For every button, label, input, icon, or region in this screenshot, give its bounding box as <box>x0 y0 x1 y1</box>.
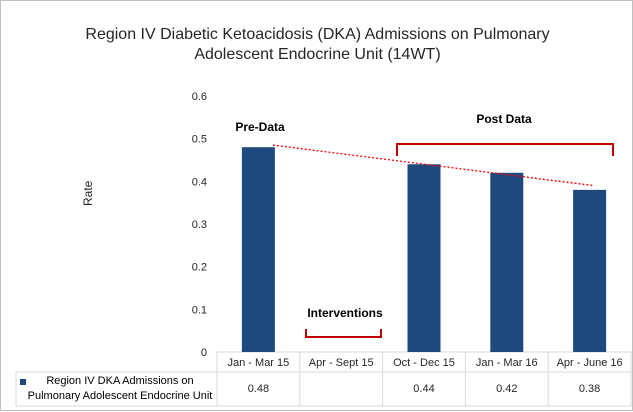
chart-title: Region IV Diabetic Ketoacidosis (DKA) Ad… <box>1 25 633 65</box>
y-tick-label: 0.4 <box>192 176 207 188</box>
chart-title-line2: Adolescent Endocrine Unit (14WT) <box>194 46 441 63</box>
interventions-bracket <box>305 329 382 338</box>
x-tick-label: Jan - Mar 15 <box>228 357 290 369</box>
x-tick-label: Apr - June 16 <box>557 357 623 369</box>
y-tick-label: 0.2 <box>192 262 207 274</box>
bar <box>573 189 607 352</box>
trendline <box>272 144 594 187</box>
interventions-annotation: Interventions <box>307 306 383 320</box>
bar <box>407 164 441 352</box>
y-tick-label: 0.6 <box>192 91 207 103</box>
chart-title-line1: Region IV Diabetic Ketoacidosis (DKA) Ad… <box>85 26 550 43</box>
post-data-bracket <box>396 143 614 156</box>
data-table-value: 0.42 <box>496 383 517 395</box>
post-data-annotation: Post Data <box>476 112 532 126</box>
bar <box>490 172 524 352</box>
pre-data-annotation: Pre-Data <box>235 120 285 134</box>
legend-swatch <box>20 379 26 385</box>
x-tick-label: Jan - Mar 16 <box>476 357 538 369</box>
y-tick-label: 0.3 <box>192 219 207 231</box>
x-tick-label: Apr - Sept 15 <box>309 357 374 369</box>
legend-label-line2: Pulmonary Adolescent Endocrine Unit <box>28 390 213 402</box>
y-tick-label: 0.5 <box>192 134 207 146</box>
legend-label-line1: Region IV DKA Admissions on <box>46 375 193 387</box>
data-table-value: 0.48 <box>248 383 269 395</box>
x-tick-label: Oct - Dec 15 <box>393 357 455 369</box>
bar <box>241 147 275 352</box>
data-table-value: 0.44 <box>413 383 434 395</box>
data-table-value: 0.38 <box>579 383 600 395</box>
y-tick-label: 0.1 <box>192 304 207 316</box>
y-tick-label: 0 <box>201 347 207 359</box>
